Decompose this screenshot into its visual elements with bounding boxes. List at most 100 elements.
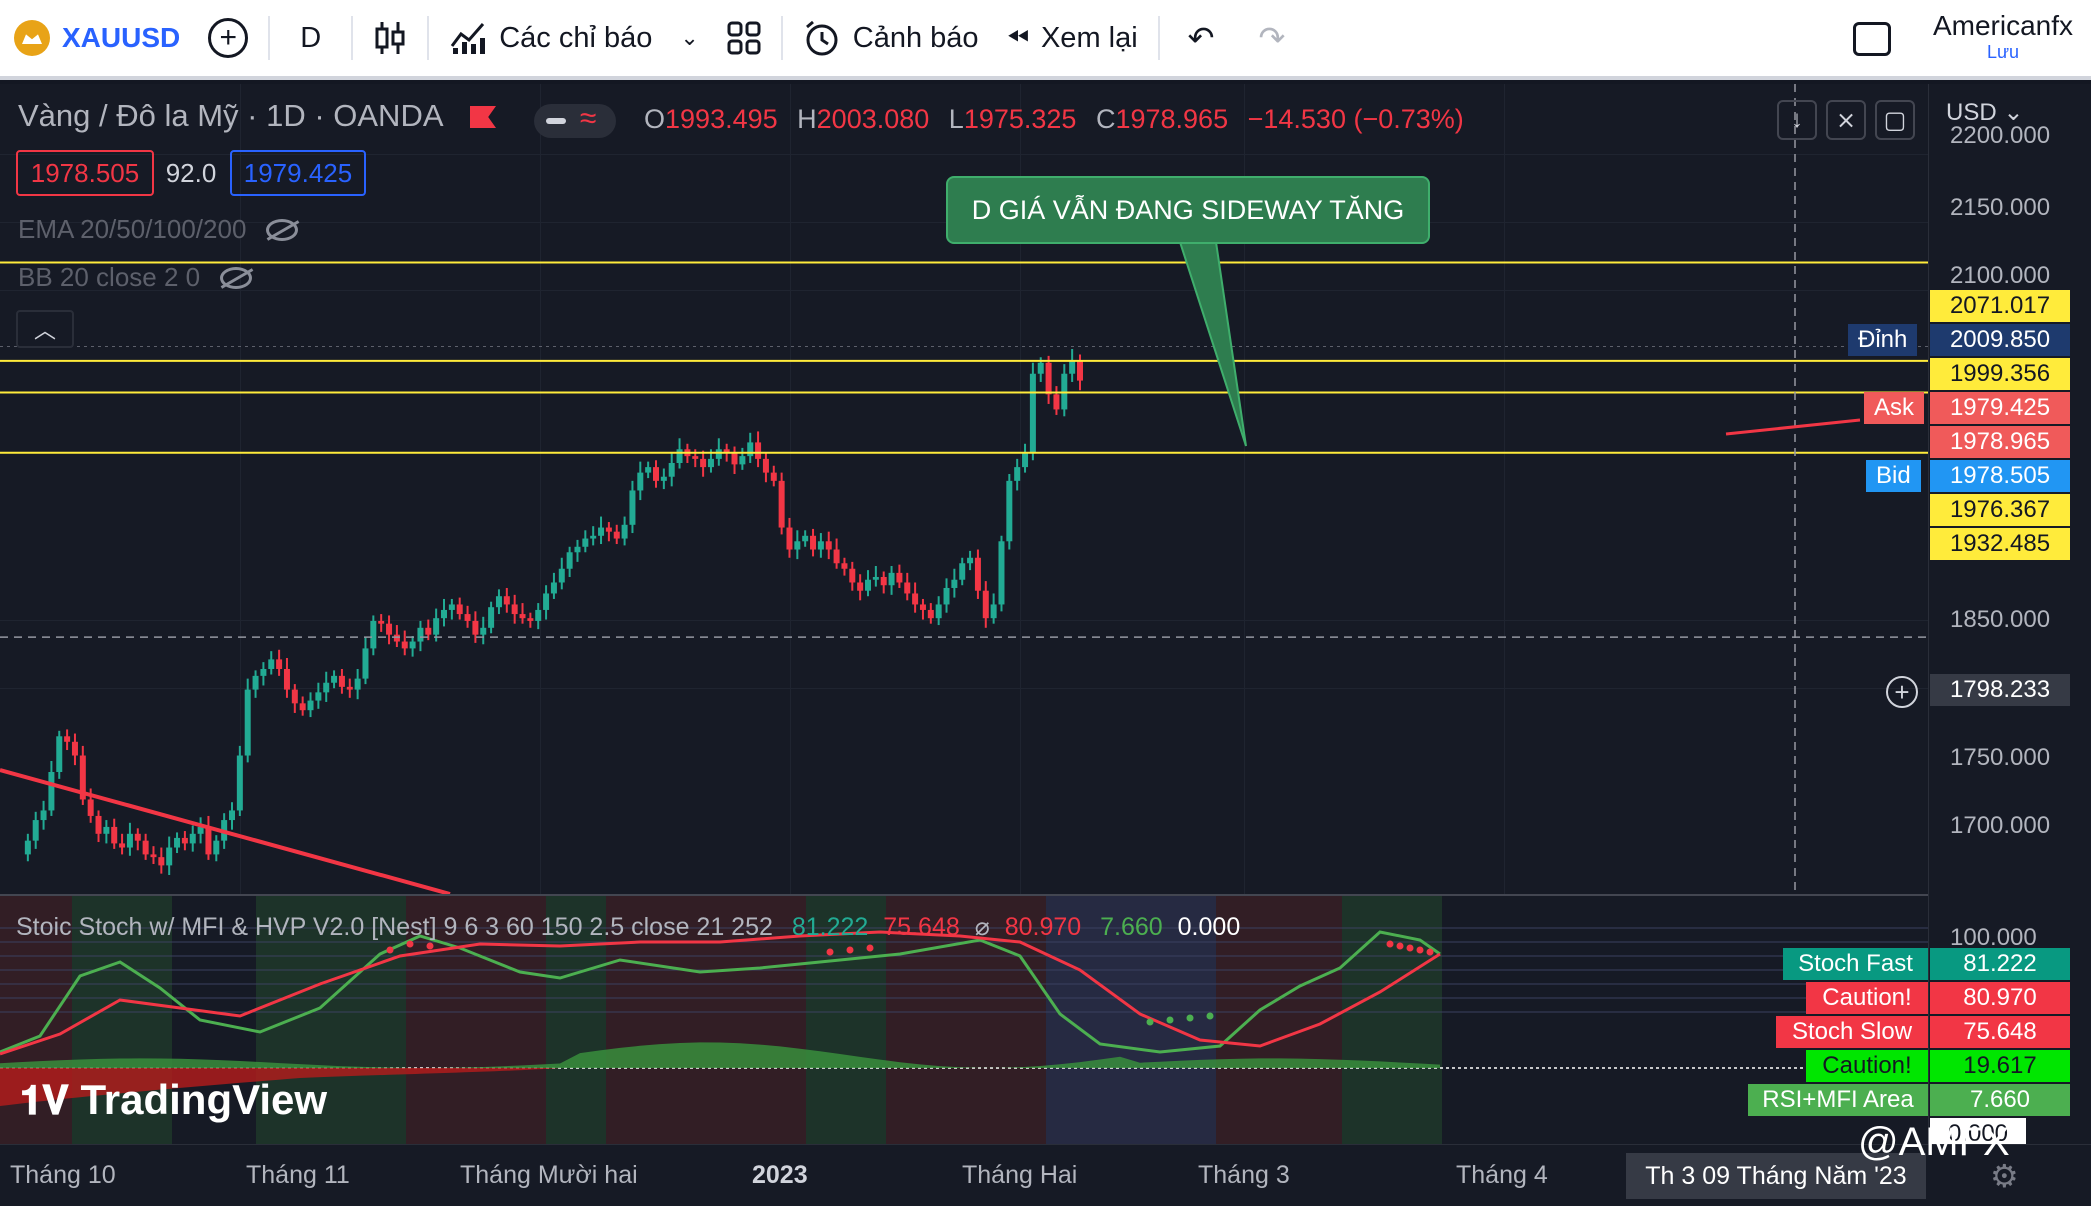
alerts-button[interactable]: Cảnh báo (789, 0, 993, 78)
add-alert-plus-icon[interactable]: + (1886, 676, 1918, 708)
caution-dot (866, 944, 874, 952)
main-chart-pane[interactable]: Vàng / Đô la Mỹ · 1D · OANDA O1993.495 H… (0, 84, 1928, 894)
candle-body (527, 618, 534, 621)
maximize-pane-button[interactable]: ▢ (1875, 100, 1915, 140)
candle-body (276, 659, 283, 669)
level-tag[interactable]: 1999.356 (1930, 358, 2070, 390)
sell-button[interactable]: 1978.505 (16, 150, 154, 196)
flag-icon[interactable] (470, 106, 496, 128)
bid-label: Bid (1866, 460, 1921, 492)
replay-button[interactable]: ⏪︎ Xem lại (993, 0, 1152, 78)
collapse-legend-button[interactable]: ︿ (16, 310, 74, 348)
toolbar-divider (780, 16, 783, 60)
level-tag[interactable]: 1976.367 (1930, 494, 2070, 526)
eye-hidden-icon[interactable] (266, 218, 299, 241)
fullscreen-icon[interactable] (1853, 22, 1891, 56)
candle-body (433, 618, 440, 635)
toolbar-divider (351, 16, 354, 60)
indicator-ema[interactable]: EMA 20/50/100/200 (18, 214, 299, 245)
layouts-button[interactable] (713, 0, 775, 78)
candle-body (621, 524, 628, 539)
candle-body (676, 449, 683, 463)
interval-button[interactable]: D (276, 0, 345, 78)
high-value: 2003.080 (816, 104, 930, 134)
candle-body (268, 659, 275, 669)
legend-toggle[interactable] (534, 102, 616, 138)
plus-circle-icon: + (208, 18, 249, 58)
candle-body (857, 582, 864, 591)
indicator-bb-label: BB 20 close 2 0 (18, 262, 201, 292)
level-tag[interactable]: 1932.485 (1930, 528, 2070, 560)
currency-selector[interactable]: USD ⌄ (1946, 99, 2024, 126)
collapse-pane-button[interactable]: ⨯ (1826, 100, 1866, 140)
osc-value-5: 0.000 (1177, 913, 1241, 941)
zone-band (72, 896, 172, 1144)
change-value: −14.530 (−0.73%) (1247, 104, 1464, 134)
candle-body (87, 799, 94, 816)
candle-body (912, 593, 919, 605)
candle-body (441, 609, 447, 619)
candle-body (205, 826, 212, 855)
candle-body (904, 582, 911, 594)
tradingview-logo[interactable]: 𝟏𝐕 TradingView (20, 1076, 327, 1124)
candle-body (692, 456, 699, 459)
price-chart-canvas (0, 84, 1928, 894)
compare-button[interactable]: + (194, 0, 262, 78)
caution-dot (1426, 948, 1434, 956)
user-menu[interactable]: Americanfx Lưu (1933, 10, 2073, 63)
candle-body (558, 568, 565, 583)
eye-hidden-icon[interactable] (220, 266, 253, 289)
scroll-down-button[interactable]: ↓ (1777, 100, 1817, 140)
level-tag[interactable]: 2071.017 (1930, 290, 2070, 322)
trend-line (1725, 418, 1861, 436)
candle-body (464, 614, 471, 621)
zone-band (806, 896, 886, 1144)
candle-body (323, 682, 330, 693)
candle-body (409, 641, 416, 649)
candle-body (849, 568, 856, 583)
candle-body (386, 623, 393, 635)
candle-body (425, 627, 432, 635)
candle-body (213, 840, 220, 855)
undo-button[interactable]: ↶ (1166, 0, 1237, 78)
candle-body (126, 833, 133, 848)
osc-value-tag: 7.660 (1930, 1084, 2070, 1116)
settings-gear-icon[interactable]: ⚙ (1990, 1158, 2019, 1194)
price-tick: 1850.000 (1950, 606, 2051, 633)
oscillator-pane[interactable]: Stoic Stoch w/ MFI & HVP V2.0 [Nest] 9 6… (0, 894, 1928, 1144)
indicator-bb[interactable]: BB 20 close 2 0 (18, 262, 253, 293)
osc-value-3: 80.970 (1004, 913, 1082, 941)
candle-body (480, 627, 487, 635)
undo-icon: ↶ (1187, 20, 1215, 56)
osc-value-2: 75.648 (883, 913, 960, 941)
candle-body (605, 527, 612, 532)
annotation-callout[interactable]: D GIÁ VẪN ĐANG SIDEWAY TĂNG (946, 176, 1430, 244)
candle-body (111, 826, 118, 844)
time-label: Tháng 3 (1198, 1161, 1290, 1189)
candle-body (401, 641, 408, 649)
templates-dropdown[interactable]: ⌄ (666, 0, 712, 78)
redo-button[interactable]: ↷ (1236, 0, 1307, 78)
time-axis[interactable]: Tháng 10 Tháng 11 Tháng Mười hai 2023 Th… (0, 1144, 2091, 1206)
candle-body (503, 596, 510, 605)
save-status[interactable]: Lưu (1986, 42, 2020, 62)
indicators-button[interactable]: Các chỉ báo (435, 0, 666, 78)
arrow-down-icon: ↓ (1791, 106, 1803, 133)
zone-band (1216, 896, 1342, 1144)
buy-button[interactable]: 1979.425 (230, 150, 366, 196)
candle-body (598, 527, 605, 536)
symbol-search[interactable]: XAUUSD (0, 0, 194, 78)
candle-body (291, 689, 298, 704)
caution-dot (1416, 946, 1424, 954)
candle-body (865, 579, 871, 591)
osc-value-4: 7.660 (1100, 913, 1163, 941)
candle-body (747, 442, 754, 457)
candle-body (142, 840, 149, 855)
candle-body (511, 604, 518, 615)
candle-body (32, 820, 39, 841)
candle-body (959, 563, 966, 580)
chart-type-button[interactable] (359, 0, 421, 78)
candle-body (181, 837, 188, 844)
candle-body (150, 854, 157, 858)
alerts-label: Cảnh báo (852, 21, 979, 54)
